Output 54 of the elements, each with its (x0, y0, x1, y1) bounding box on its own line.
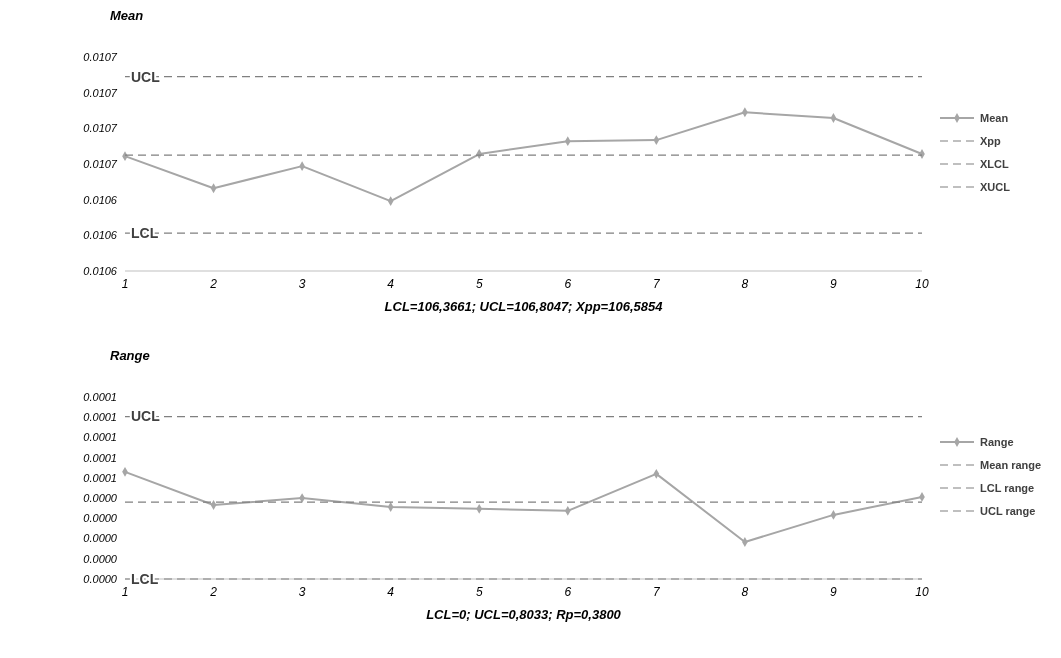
x-tick-label: 2 (209, 277, 218, 291)
legend-label: XUCL (980, 180, 1011, 193)
x-tick-label: 7 (652, 277, 661, 291)
legend-label: UCL range (980, 504, 1036, 517)
legend-label: Range (980, 435, 1014, 448)
legend-label: Mean range (980, 458, 1042, 471)
x-tick-label: 1 (121, 277, 129, 291)
annotation: LCL (131, 570, 159, 587)
x-tick-label: 5 (475, 585, 483, 599)
point (830, 113, 837, 123)
x-tick-label: 8 (741, 585, 749, 599)
y-tick-label: 0.0107 (83, 157, 118, 170)
chart-title: Range (110, 348, 150, 363)
y-tick-label: 0.0001 (83, 411, 117, 424)
x-tick-label: 3 (298, 585, 306, 599)
y-tick-label: 0.0107 (83, 50, 118, 63)
x-tick-label: 3 (298, 277, 306, 291)
x-tick-label: 10 (915, 585, 929, 599)
point (387, 502, 394, 512)
y-tick-label: 0.0107 (83, 122, 118, 135)
x-axis-title: LCL=0; UCL=0,8033; Rp=0,3800 (426, 607, 622, 622)
y-tick-label: 0.0001 (83, 431, 117, 444)
point (210, 500, 217, 510)
x-tick-label: 10 (915, 277, 929, 291)
legend-label: Mean (980, 111, 1009, 124)
x-tick-label: 9 (830, 277, 838, 291)
x-tick-label: 1 (121, 585, 129, 599)
x-tick-label: 6 (564, 585, 572, 599)
x-tick-label: 6 (564, 277, 572, 291)
y-tick-label: 0.0000 (83, 512, 118, 525)
legend-label: LCL range (980, 481, 1035, 494)
y-tick-label: 0.0107 (83, 86, 118, 99)
annotation: LCL (131, 225, 159, 242)
y-tick-label: 0.0106 (83, 193, 118, 206)
x-tick-label: 2 (209, 585, 218, 599)
x-tick-label: 5 (475, 277, 483, 291)
x-tick-label: 9 (830, 585, 838, 599)
y-tick-label: 0.0000 (83, 572, 118, 585)
chart-title: Mean (110, 8, 144, 23)
x-tick-label: 4 (387, 585, 395, 599)
y-tick-label: 0.0001 (83, 390, 117, 403)
x-axis-title: LCL=106,3661; UCL=106,8047; Xpp=106,5854 (384, 299, 664, 314)
y-tick-label: 0.0106 (83, 229, 118, 242)
y-tick-label: 0.0001 (83, 451, 117, 464)
x-tick-label: 4 (387, 277, 395, 291)
y-tick-label: 0.0000 (83, 552, 118, 565)
legend-label: Xpp (980, 134, 1002, 147)
y-tick-label: 0.0106 (83, 264, 118, 277)
legend-label: XLCL (980, 157, 1009, 170)
y-tick-label: 0.0000 (83, 491, 118, 504)
x-tick-label: 8 (741, 277, 749, 291)
x-tick-label: 7 (652, 585, 661, 599)
y-tick-label: 0.0001 (83, 471, 117, 484)
y-tick-label: 0.0000 (83, 532, 118, 545)
